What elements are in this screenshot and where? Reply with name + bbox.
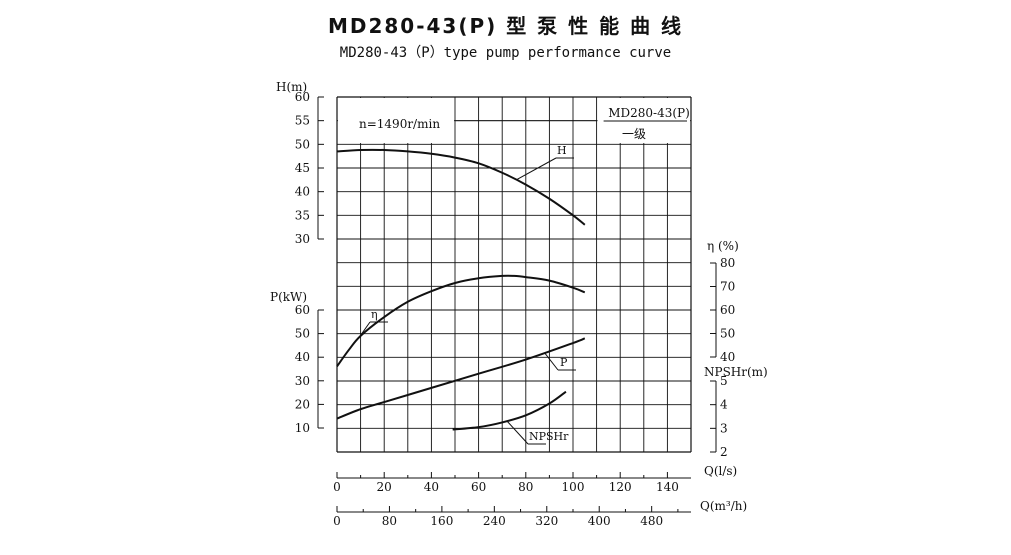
- series-label-eta: η: [371, 308, 378, 321]
- p-tick-label: 30: [295, 374, 310, 388]
- speed-label: n=1490r/min: [359, 117, 440, 131]
- p-tick-label: 20: [295, 397, 310, 411]
- series-leader-line: [544, 352, 559, 371]
- npshr-tick-label: 5: [720, 374, 728, 388]
- chart-labels: Hη P NPSHr n=1490r/min MD280-43(P) 一级: [357, 106, 690, 445]
- series-label-npshr: NPSHr: [529, 430, 569, 443]
- eta-tick-label: 80: [720, 256, 735, 270]
- npshr-axis-label: NPSHr(m): [704, 365, 768, 379]
- series-label-H: H: [557, 144, 567, 157]
- series-line-eta: [336, 274, 586, 367]
- series-leader-line: [357, 321, 371, 339]
- q-ls-tick-label: 140: [656, 480, 679, 494]
- q-ls-tick-label: 80: [518, 480, 533, 494]
- q-m3h-tick-label: 400: [588, 514, 611, 528]
- p-tick-label: 50: [295, 327, 310, 341]
- npshr-tick-label: 2: [720, 445, 728, 459]
- q-m3h-tick-label: 240: [483, 514, 506, 528]
- q-ls-axis-label: Q(l/s): [704, 464, 737, 478]
- p-tick-label: 10: [295, 421, 310, 435]
- npshr-tick-label: 4: [720, 398, 728, 412]
- h-tick-label: 35: [295, 208, 310, 222]
- q-ls-tick-label: 40: [424, 480, 439, 494]
- eta-tick-label: 70: [720, 280, 735, 294]
- h-tick-label: 50: [295, 137, 310, 151]
- h-tick-label: 45: [295, 161, 310, 175]
- eta-axis-label: η (%): [707, 239, 739, 253]
- p-tick-label: 40: [295, 350, 310, 364]
- q-m3h-tick-label: 160: [430, 514, 453, 528]
- chart-title: MD280-43(P) 型 泵 性 能 曲 线: [327, 14, 684, 38]
- q-ls-tick-label: 0: [333, 480, 341, 494]
- p-tick-label: 60: [295, 303, 310, 317]
- h-tick-label: 60: [295, 90, 310, 104]
- series-line-H: [336, 148, 586, 226]
- series-leader-line: [506, 420, 529, 445]
- q-m3h-tick-label: 80: [382, 514, 397, 528]
- h-tick-label: 30: [295, 232, 310, 246]
- chart-subtitle: MD280-43（P）type pump performance curve: [339, 45, 672, 61]
- q-ls-tick-label: 100: [562, 480, 585, 494]
- h-tick-label: 40: [295, 185, 310, 199]
- q-m3h-tick-label: 480: [640, 514, 663, 528]
- q-ls-tick-label: 120: [609, 480, 632, 494]
- p-axis-label: P(kW): [270, 290, 307, 304]
- q-ls-tick-label: 60: [471, 480, 486, 494]
- q-m3h-tick-label: 0: [333, 514, 341, 528]
- h-tick-label: 55: [295, 114, 310, 128]
- q-m3h-axis-label: Q(m³/h): [700, 499, 747, 513]
- series-label-P: P: [560, 356, 568, 369]
- model-label: MD280-43(P): [608, 106, 690, 120]
- q-m3h-tick-label: 320: [535, 514, 558, 528]
- eta-tick-label: 60: [720, 303, 735, 317]
- eta-tick-label: 50: [720, 327, 735, 341]
- series-line-npshr: [452, 390, 567, 431]
- chart-axes: 30354045505560H(m)102030405060P(kW)40506…: [270, 80, 768, 528]
- series-line-P: [336, 337, 586, 420]
- q-ls-tick-label: 20: [377, 480, 392, 494]
- model-label-box: [597, 98, 690, 143]
- speed-label-box: [338, 98, 454, 143]
- stage-label: 一级: [622, 127, 646, 141]
- chart-curves: [336, 148, 586, 431]
- plot-grid: [336, 96, 692, 453]
- eta-tick-label: 40: [720, 350, 735, 364]
- npshr-tick-label: 3: [720, 421, 728, 435]
- h-axis-label: H(m): [276, 80, 307, 94]
- series-leader-line: [516, 157, 557, 181]
